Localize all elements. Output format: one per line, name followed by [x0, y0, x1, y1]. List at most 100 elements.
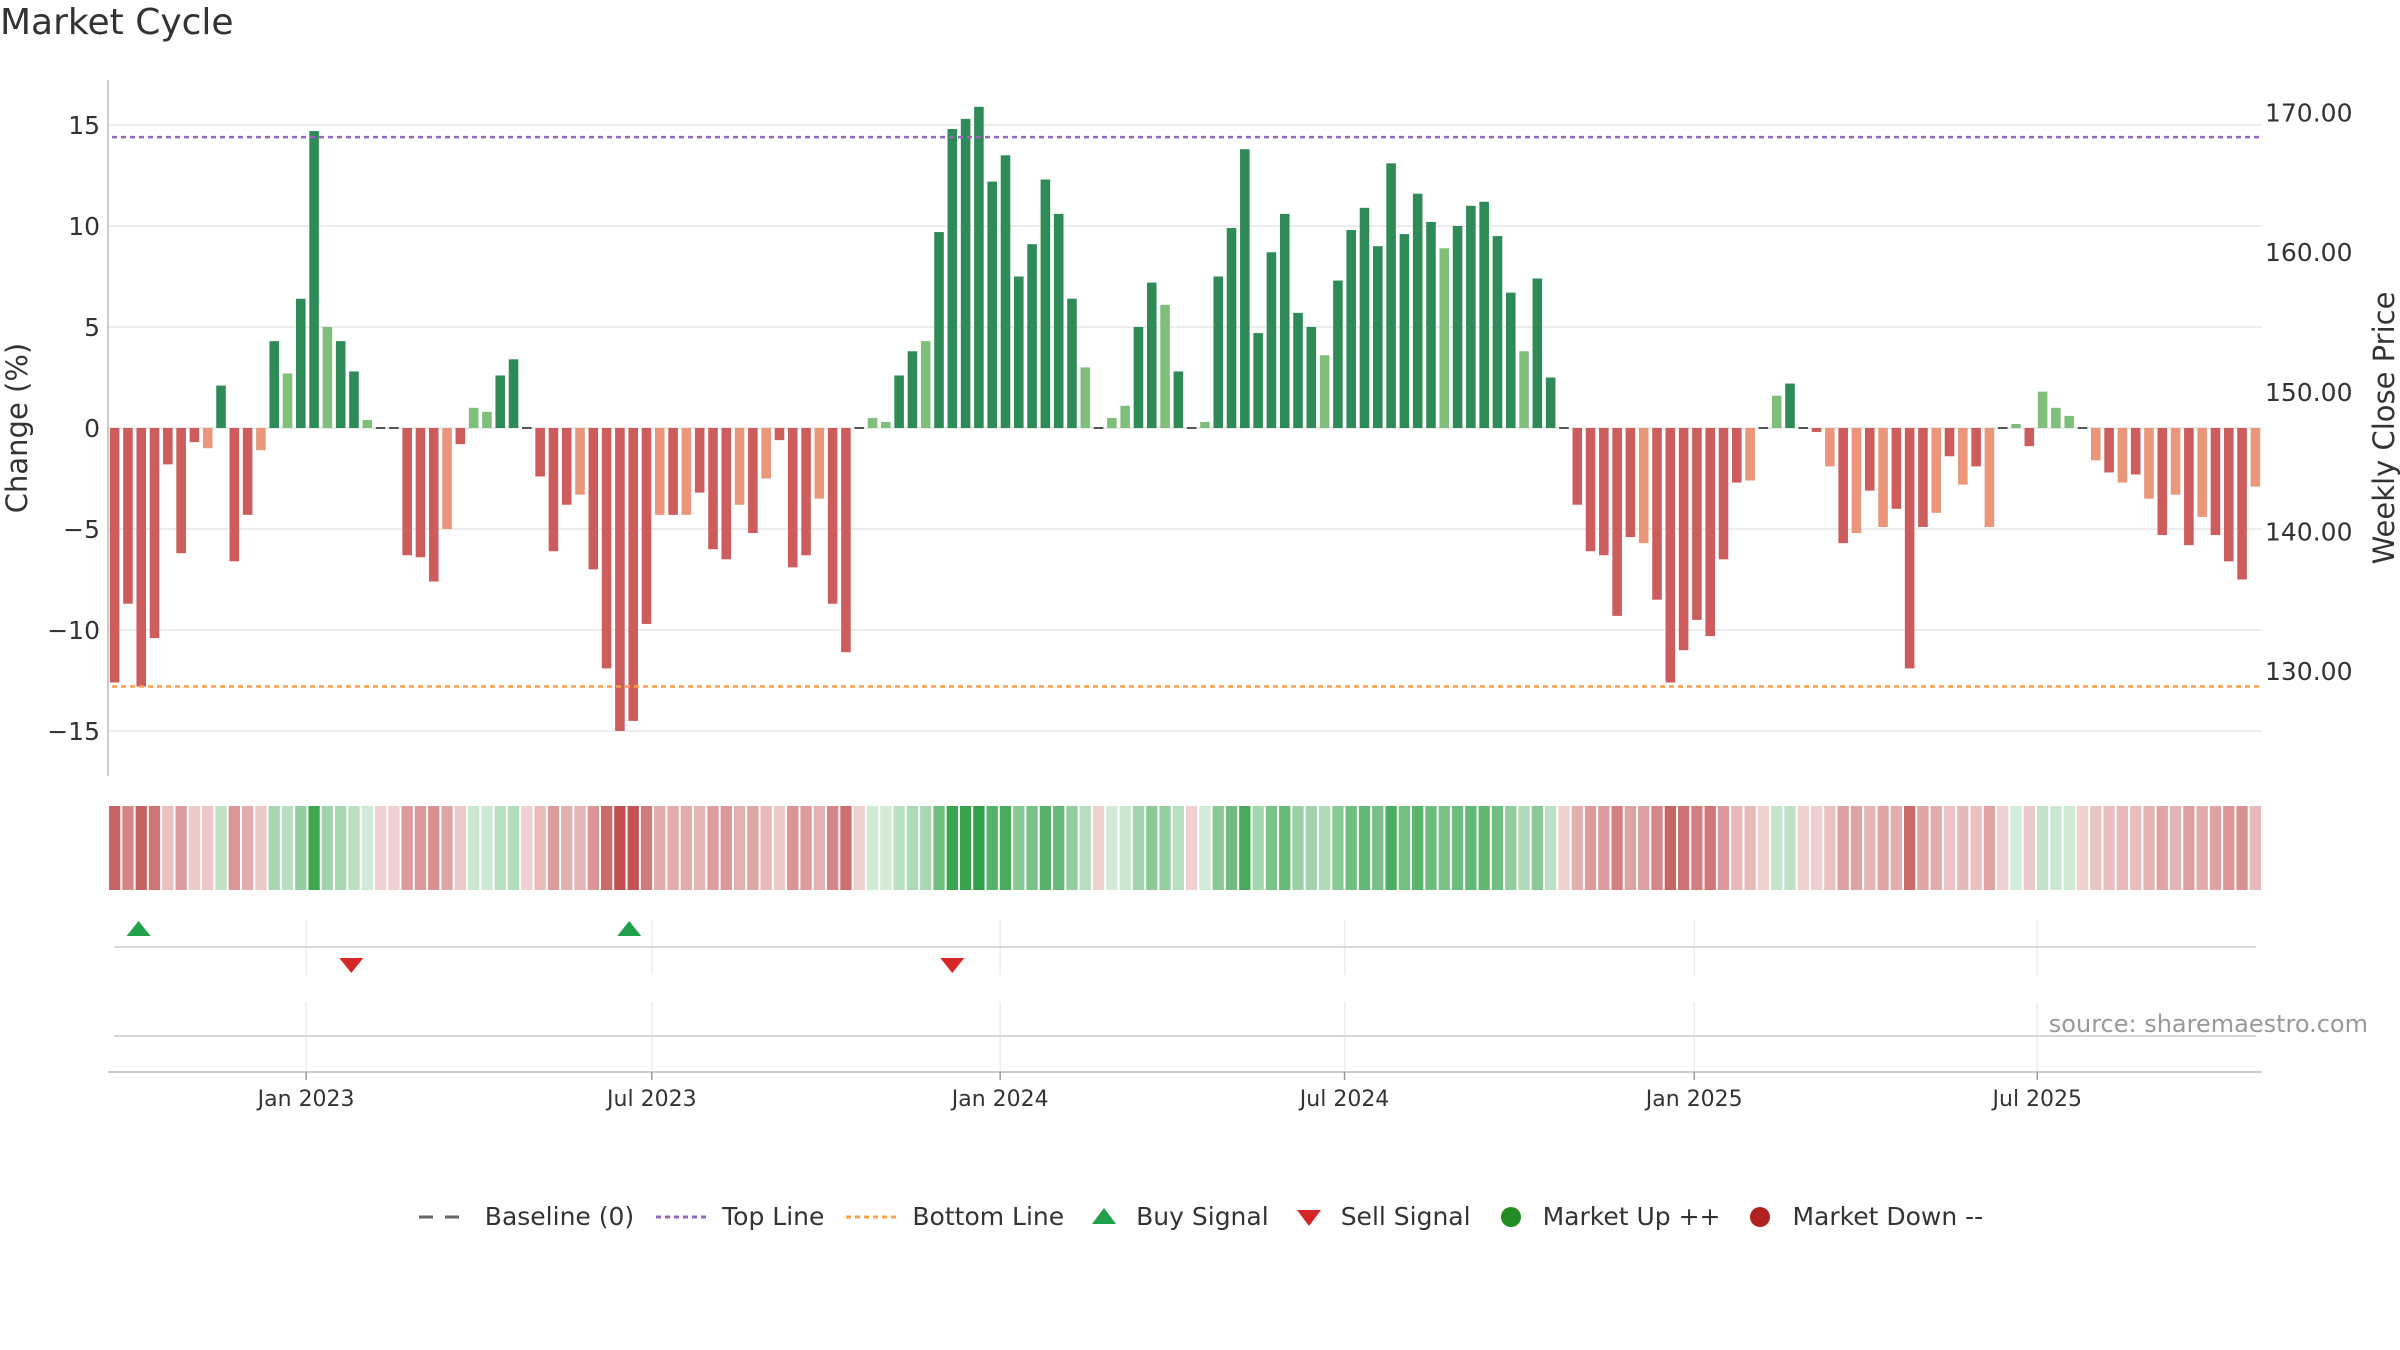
heat-cell	[840, 806, 852, 890]
bar	[109, 428, 120, 683]
heat-cell	[521, 806, 533, 890]
heat-cell	[534, 806, 546, 890]
heat-cell	[2156, 806, 2168, 890]
bar	[282, 373, 293, 428]
heat-cell	[2076, 806, 2089, 890]
bar	[1705, 428, 1715, 637]
legend-item-buy-signal[interactable]: Buy Signal	[1084, 1202, 1269, 1231]
bar	[1293, 312, 1303, 428]
legend-item-top-line[interactable]: Top Line	[654, 1202, 824, 1231]
bar	[1572, 428, 1583, 505]
bar	[1373, 246, 1383, 428]
bar	[894, 375, 904, 428]
heat-cell	[1132, 806, 1145, 890]
bar	[2210, 428, 2221, 536]
heat-cell	[1930, 806, 1942, 890]
heat-cell	[1917, 806, 1929, 890]
heat-cell	[2036, 806, 2049, 890]
bar	[1359, 207, 1370, 428]
bar	[1040, 179, 1051, 428]
legend-item-sell-signal[interactable]: Sell Signal	[1289, 1202, 1471, 1231]
bar	[1811, 428, 1822, 433]
legend-item-bottom-line[interactable]: Bottom Line	[844, 1202, 1064, 1231]
heat-cell	[1664, 806, 1676, 890]
heat-cell	[1598, 806, 1610, 890]
heat-cell	[1904, 806, 1916, 890]
heat-cell	[361, 806, 373, 890]
heat-cell	[853, 806, 865, 890]
bar	[1665, 428, 1676, 683]
x-tick-label: Jan 2024	[950, 1087, 1049, 1112]
heat-cell	[2143, 806, 2155, 890]
y2-tick-label: 130.00	[2265, 657, 2352, 686]
heat-cell	[295, 806, 307, 890]
bar	[601, 428, 612, 669]
bar	[455, 428, 466, 445]
legend-item-baseline[interactable]: Baseline (0)	[417, 1202, 634, 1231]
heat-cell	[1850, 806, 1863, 890]
bar	[216, 385, 226, 428]
heat-cell	[122, 806, 134, 890]
heat-cell	[1119, 806, 1131, 890]
bar	[575, 428, 585, 495]
y2-axis-title: Weekly Close Price	[2367, 292, 2400, 565]
bar	[442, 428, 452, 529]
heat-cell	[1372, 806, 1384, 890]
y-tick-label: −15	[47, 717, 100, 746]
heat-cell	[627, 806, 639, 890]
bar	[482, 411, 492, 428]
heat-cell	[2196, 806, 2208, 890]
dotted-line-icon	[656, 1215, 709, 1218]
heat-cell	[428, 806, 440, 890]
bar	[2091, 428, 2101, 461]
bar	[1146, 282, 1157, 428]
bar	[1625, 428, 1636, 538]
bar	[1678, 428, 1689, 651]
legend-label-bottom-line: Bottom Line	[912, 1202, 1065, 1231]
heat-cell	[468, 806, 480, 890]
heat-cell	[1691, 806, 1703, 890]
bar	[1612, 428, 1622, 616]
heat-cell	[1771, 806, 1783, 890]
heat-cell	[773, 806, 786, 890]
heat-cell	[308, 806, 320, 890]
heat-cell	[1957, 806, 1969, 890]
legend-item-market-down[interactable]: Market Down --	[1740, 1202, 1983, 1231]
grid-layer	[108, 124, 2262, 732]
bar	[1386, 163, 1396, 428]
bar	[814, 428, 825, 499]
bar	[2250, 428, 2261, 487]
heat-cell	[441, 806, 453, 890]
bar	[2157, 428, 2168, 536]
bar	[694, 428, 705, 493]
bar	[1825, 428, 1835, 467]
bar	[349, 371, 359, 428]
bar	[655, 428, 665, 515]
chart-title: Market Cycle	[0, 2, 234, 43]
bar	[1213, 276, 1224, 428]
heat-cell	[1478, 806, 1490, 890]
legend-item-market-up[interactable]: Market Up ++	[1491, 1202, 1720, 1231]
legend-label-buy-signal: Buy Signal	[1136, 1202, 1269, 1231]
heat-cell	[813, 806, 825, 890]
heat-row-layer	[109, 806, 2261, 890]
bar	[2144, 428, 2154, 499]
bar	[1771, 395, 1782, 428]
bar	[641, 428, 652, 624]
heat-cell	[1079, 806, 1091, 890]
y2-tick-label: 170.00	[2265, 98, 2352, 127]
bar	[163, 428, 173, 465]
heat-cell	[281, 806, 294, 890]
bar	[1266, 252, 1277, 428]
bar	[2011, 423, 2021, 428]
heat-cell	[640, 806, 653, 890]
heat-cell	[1983, 806, 1996, 890]
heat-cell	[1545, 806, 1557, 890]
bar	[1532, 278, 1543, 428]
heat-cell	[747, 806, 759, 890]
bar	[1638, 428, 1649, 544]
heat-cell	[1584, 806, 1597, 890]
heat-cell	[1066, 806, 1078, 890]
bar	[229, 428, 240, 562]
heat-cell	[135, 806, 147, 890]
